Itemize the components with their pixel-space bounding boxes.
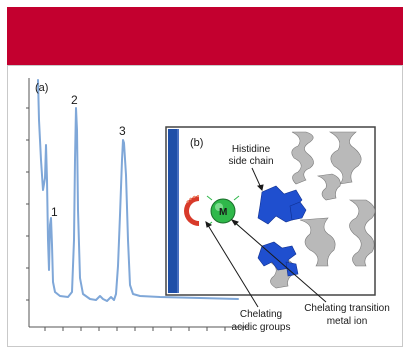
molecular-panel: M (b) Histidine side chain Chelating tra… <box>165 126 390 333</box>
histidine-label-line1: Histidine <box>232 144 271 155</box>
chromatogram-trace <box>37 79 239 302</box>
metal-ion-icon: M <box>206 195 240 227</box>
metal-label-line1: Chelating transition <box>304 303 390 314</box>
histidine-side-chains <box>257 185 307 277</box>
metal-symbol: M <box>219 207 227 218</box>
acidic-groups-icon <box>184 195 200 226</box>
peak-label-3: 3 <box>119 124 126 138</box>
peak-label-2: 2 <box>71 93 78 107</box>
y-axis-ticks <box>26 107 29 301</box>
x-axis-ticks <box>44 327 244 331</box>
header-band <box>7 7 403 65</box>
panel-a-label: (a) <box>35 82 48 94</box>
peak-label-1: 1 <box>51 205 58 219</box>
metal-label-line2: metal ion <box>327 316 368 327</box>
histidine-label-line2: side chain <box>228 156 273 167</box>
panel-b-label: (b) <box>190 137 203 149</box>
annotation-leaders <box>205 167 327 308</box>
membrane-strip <box>168 129 179 293</box>
acidic-label-line1: Chelating <box>240 309 282 320</box>
chromatogram-panel: (a) 1 2 3 <box>26 78 248 331</box>
acidic-label-line2: acidic groups <box>232 322 291 333</box>
